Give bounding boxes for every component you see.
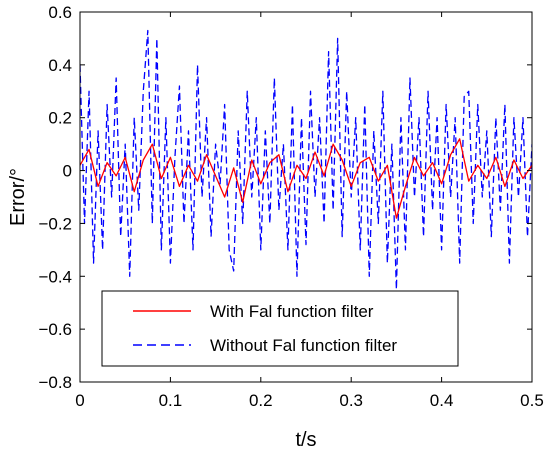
x-axis-label: t/s <box>295 429 316 451</box>
legend-box <box>101 290 459 367</box>
x-tick-label: 0.5 <box>520 391 544 410</box>
series-line-filtered <box>80 138 532 219</box>
y-tick-label: −0.4 <box>38 267 72 286</box>
x-tick-label: 0.1 <box>159 391 183 410</box>
legend-label-filtered: With Fal function filter <box>210 302 374 321</box>
legend: With Fal function filter Without Fal fun… <box>101 290 459 367</box>
series-layer <box>80 29 532 291</box>
plot-frame <box>79 11 533 383</box>
y-tick-label: −0.6 <box>38 320 72 339</box>
ticks-layer: 0 0.1 0.2 0.3 0.4 0.5 −0.8 −0.6 −0.4 −0.2 0 0.2 0.4 0… <box>38 3 543 410</box>
y-tick-label: 0.4 <box>48 56 72 75</box>
legend-label-unfiltered: Without Fal function filter <box>210 336 397 355</box>
x-tick-label: 0.4 <box>430 391 454 410</box>
y-tick-label: 0.6 <box>48 3 72 22</box>
x-tick-label: 0.2 <box>249 391 273 410</box>
x-tick-label: 0.3 <box>339 391 363 410</box>
x-tick-label: 0 <box>75 391 84 410</box>
y-tick-label: −0.8 <box>38 373 72 392</box>
y-tick-label: 0 <box>63 162 72 181</box>
series-line-unfiltered <box>80 29 532 291</box>
y-tick-label: −0.2 <box>38 214 72 233</box>
y-axis-label: Error/° <box>7 168 29 226</box>
y-tick-label: 0.2 <box>48 109 72 128</box>
